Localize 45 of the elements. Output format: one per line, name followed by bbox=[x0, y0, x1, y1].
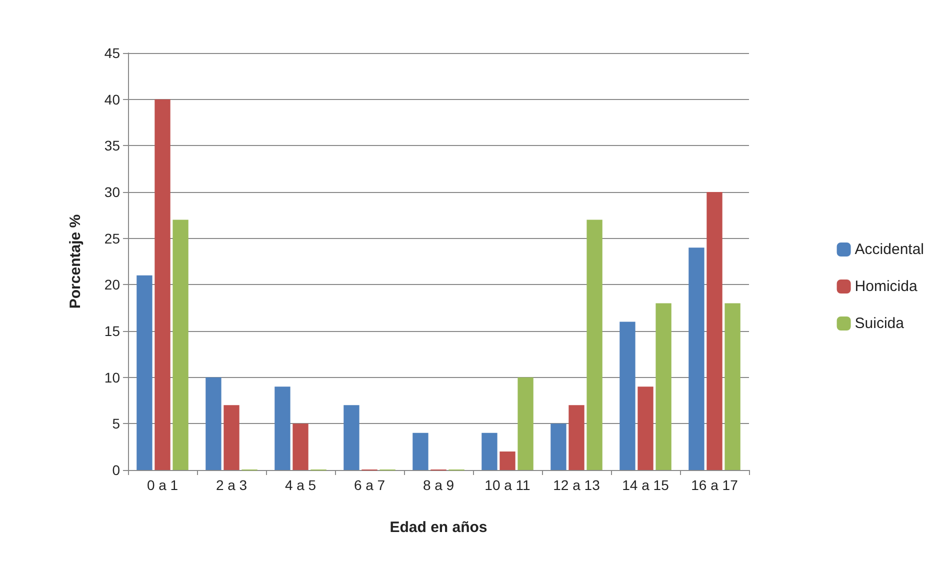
y-tick-label: 25 bbox=[104, 230, 120, 246]
bar bbox=[274, 386, 290, 470]
bar bbox=[586, 220, 602, 470]
bar bbox=[172, 220, 188, 470]
legend-label: Accidental bbox=[854, 241, 924, 258]
x-axis-title: Edad en años bbox=[390, 519, 488, 536]
bar bbox=[500, 451, 516, 470]
bar bbox=[620, 322, 636, 470]
bar bbox=[656, 303, 672, 470]
bar bbox=[550, 424, 566, 470]
bar bbox=[154, 99, 170, 470]
bar bbox=[482, 432, 498, 470]
y-tick-label: 5 bbox=[112, 416, 120, 432]
legend-label: Suicida bbox=[854, 315, 905, 332]
y-tick-label: 35 bbox=[104, 138, 120, 154]
bar bbox=[638, 386, 654, 470]
bar bbox=[136, 275, 152, 470]
x-tick-label: 12 a 13 bbox=[553, 477, 600, 493]
x-tick-label: 10 a 11 bbox=[484, 477, 531, 493]
x-tick-label: 14 a 15 bbox=[622, 477, 670, 493]
y-tick-label: 15 bbox=[104, 323, 120, 339]
bar bbox=[292, 424, 308, 470]
y-tick-label: 45 bbox=[104, 45, 120, 61]
x-tick-label: 6 a 7 bbox=[354, 477, 386, 493]
y-tick-label: 20 bbox=[104, 276, 120, 293]
y-axis-title: Porcentaje % bbox=[67, 214, 84, 309]
y-tick-label: 40 bbox=[104, 91, 120, 108]
x-tick-label: 4 a 5 bbox=[284, 477, 316, 493]
x-tick-label: 16 a 17 bbox=[691, 477, 738, 493]
y-tick-label: 10 bbox=[104, 369, 120, 386]
bar bbox=[412, 432, 428, 470]
y-tick-label: 30 bbox=[104, 184, 120, 200]
bar bbox=[344, 405, 360, 470]
bar bbox=[224, 405, 240, 470]
y-tick-label: 0 bbox=[112, 462, 120, 478]
bar bbox=[568, 405, 584, 470]
x-tick-label: 0 a 1 bbox=[146, 477, 178, 493]
x-tick-label: 8 a 9 bbox=[422, 477, 454, 493]
bar bbox=[706, 192, 722, 470]
bar bbox=[206, 377, 222, 470]
bar bbox=[518, 377, 534, 470]
bar bbox=[688, 248, 704, 470]
bar bbox=[724, 303, 740, 470]
legend-label: Homicida bbox=[854, 278, 918, 295]
x-tick-label: 2 a 3 bbox=[216, 477, 248, 493]
